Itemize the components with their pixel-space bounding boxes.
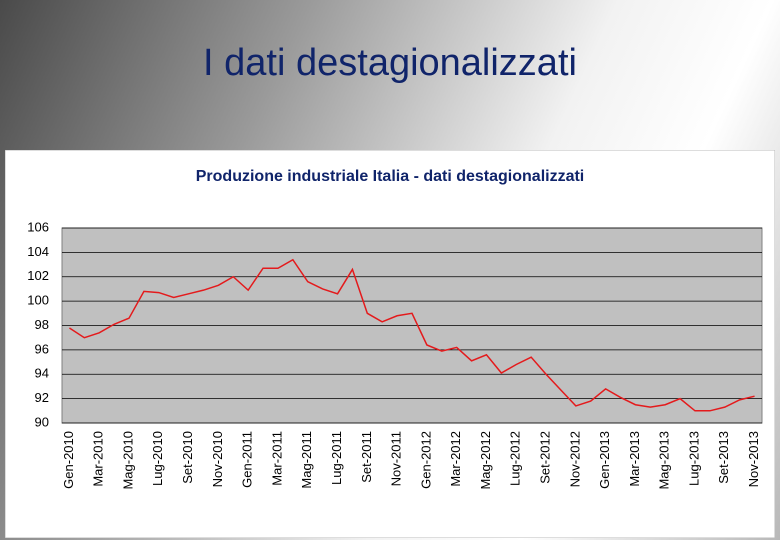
slide-title: I dati destagionalizzati — [203, 42, 577, 84]
x-tick-label: Gen-2010 — [61, 431, 76, 489]
x-tick-label: Lug-2011 — [329, 431, 344, 485]
y-tick-label: 100 — [27, 293, 49, 308]
y-tick-label: 96 — [35, 341, 49, 356]
x-tick-label: Set-2012 — [537, 431, 552, 484]
x-tick-label: Set-2013 — [716, 431, 731, 484]
x-tick-label: Lug-2012 — [508, 431, 523, 486]
x-tick-label: Mar-2013 — [627, 431, 642, 487]
x-tick-label: Lug-2010 — [150, 431, 165, 486]
y-tick-label: 94 — [35, 366, 49, 381]
x-tick-label: Mag-2010 — [120, 431, 135, 490]
x-tick-label: Gen-2012 — [418, 431, 433, 489]
y-tick-label: 98 — [35, 317, 49, 332]
x-tick-label: Mag-2013 — [657, 431, 672, 490]
chart: Produzione industriale Italia - dati des… — [5, 150, 775, 538]
x-tick-label: Nov-2012 — [567, 431, 582, 487]
x-tick-label: Mar-2010 — [91, 431, 106, 487]
x-tick-label: Set-2011 — [359, 431, 374, 483]
x-tick-label: Mag-2011 — [299, 431, 314, 489]
x-tick-label: Set-2010 — [180, 431, 195, 484]
y-tick-label: 106 — [27, 219, 49, 234]
x-tick-label: Lug-2013 — [686, 431, 701, 486]
x-tick-label: Nov-2011 — [389, 431, 404, 486]
y-tick-label: 104 — [27, 244, 49, 259]
x-tick-label: Gen-2013 — [597, 431, 612, 489]
y-tick-label: 90 — [35, 414, 49, 429]
x-tick-label: Mar-2012 — [448, 431, 463, 487]
y-tick-label: 92 — [35, 390, 49, 405]
y-tick-label: 102 — [27, 268, 49, 283]
chart-title: Produzione industriale Italia - dati des… — [196, 168, 585, 185]
data-line — [69, 258, 755, 412]
x-tick-label: Nov-2010 — [210, 431, 225, 487]
x-tick-label: Mag-2012 — [478, 431, 493, 490]
x-tick-label: Gen-2011 — [240, 431, 255, 488]
x-tick-label: Nov-2013 — [746, 431, 761, 487]
x-tick-label: Mar-2011 — [269, 431, 284, 486]
